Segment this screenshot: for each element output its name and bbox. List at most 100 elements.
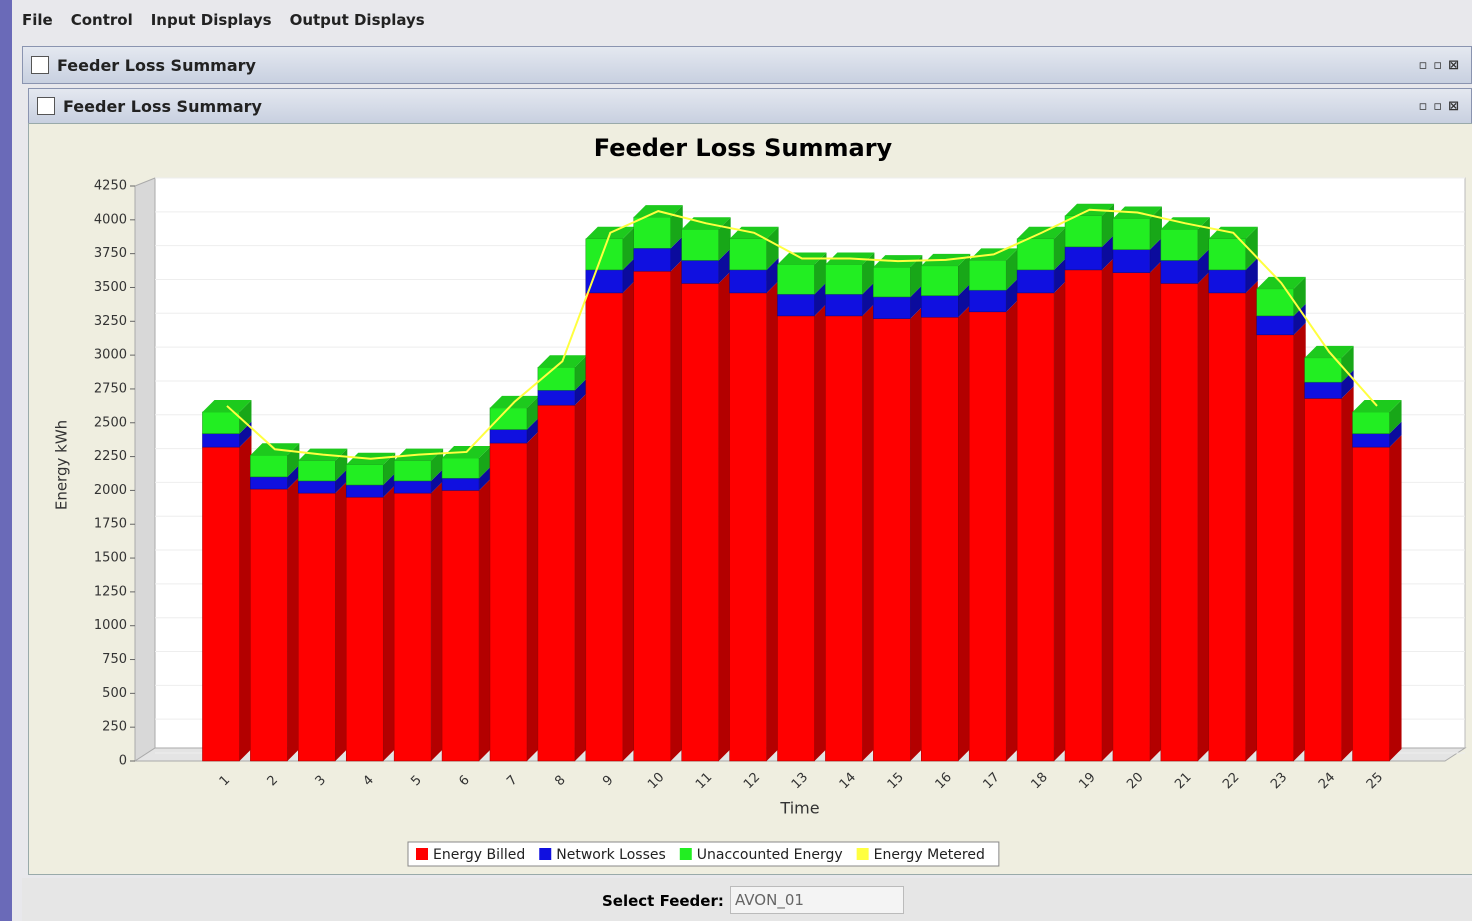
bar xyxy=(1064,246,1103,271)
bar xyxy=(441,477,480,491)
bar-side xyxy=(910,284,923,319)
x-tick-label: 23 xyxy=(1268,770,1290,792)
legend-label: Network Losses xyxy=(556,847,666,863)
bar-side xyxy=(335,481,348,761)
bar xyxy=(298,492,336,762)
bar-side xyxy=(431,468,444,494)
bar xyxy=(250,488,288,762)
bar-side xyxy=(766,257,779,293)
bar-side xyxy=(574,355,587,391)
window-controls[interactable]: ▫▫⊠ xyxy=(1418,57,1465,73)
x-tick-label: 3 xyxy=(313,773,329,789)
bar xyxy=(489,429,528,444)
bar-side xyxy=(1102,257,1115,761)
y-tick-label: 4250 xyxy=(94,179,127,194)
bar xyxy=(393,480,432,494)
bar xyxy=(681,229,719,261)
bar xyxy=(441,457,480,479)
footer: Select Feeder: AVON_01 xyxy=(22,878,1472,921)
legend-label: Unaccounted Energy xyxy=(697,847,843,863)
bar xyxy=(873,266,911,298)
x-tick-label: 15 xyxy=(885,770,907,792)
bar-side xyxy=(622,257,635,293)
bar xyxy=(968,260,1007,291)
bar-side xyxy=(526,395,539,430)
bar-side xyxy=(1341,345,1354,383)
bar-side xyxy=(335,468,348,494)
window-controls[interactable]: ▫▫⊠ xyxy=(1418,98,1465,114)
bar xyxy=(1304,381,1342,399)
bar-side xyxy=(1149,237,1162,273)
legend-swatch xyxy=(679,848,692,860)
bar-side xyxy=(958,253,971,296)
bar-side xyxy=(1389,421,1402,448)
bar xyxy=(250,476,288,490)
bar xyxy=(585,238,624,271)
menu-item[interactable]: File xyxy=(22,11,53,29)
window-title-bar: Feeder Loss Summary ▫▫⊠ xyxy=(22,46,1472,84)
menu-item[interactable]: Input Displays xyxy=(150,11,272,29)
bar-side xyxy=(814,303,827,761)
bar-side xyxy=(239,421,252,448)
bar xyxy=(202,446,240,762)
bar xyxy=(1112,272,1151,762)
bar-side xyxy=(383,473,396,498)
y-tick-label: 3500 xyxy=(94,280,127,295)
window-icon xyxy=(37,97,55,115)
y-tick-label: 500 xyxy=(102,686,127,701)
y-tick-label: 2500 xyxy=(94,415,127,430)
legend-box xyxy=(407,841,1000,867)
bar-side xyxy=(670,259,683,761)
menu-item[interactable]: Control xyxy=(70,11,133,29)
bar-side xyxy=(1102,203,1115,247)
menu-bar: File Control Input Displays Output Displays xyxy=(22,10,443,29)
bar xyxy=(633,247,671,272)
bar xyxy=(729,269,767,294)
x-tick-label: 11 xyxy=(693,770,715,792)
bar-side xyxy=(958,283,971,318)
y-tick-label: 1000 xyxy=(94,618,127,633)
bar-side xyxy=(622,226,635,270)
bar xyxy=(1016,269,1055,294)
y-tick-label: 2000 xyxy=(94,483,127,498)
x-tick-label: 9 xyxy=(600,773,616,789)
bar-side xyxy=(766,280,779,761)
legend-swatch xyxy=(539,848,552,860)
bar xyxy=(489,407,528,430)
bar-side xyxy=(1293,303,1306,335)
bar-side xyxy=(1006,278,1019,312)
bar-side xyxy=(1006,299,1019,761)
bar-side xyxy=(814,252,827,295)
bar-side xyxy=(1245,280,1258,761)
bar xyxy=(681,260,719,284)
bar-side xyxy=(910,255,923,297)
x-tick-label: 24 xyxy=(1316,770,1338,792)
x-tick-label: 19 xyxy=(1076,770,1098,792)
legend: Energy Billed Network Losses Unaccounted E… xyxy=(407,841,1000,867)
bar-side xyxy=(239,399,252,434)
bar-side xyxy=(479,466,492,491)
bar xyxy=(633,270,671,762)
y-tick-label: 750 xyxy=(102,652,127,667)
bar-side xyxy=(862,282,875,316)
bar xyxy=(489,442,528,762)
bar xyxy=(345,464,384,486)
bar-side xyxy=(862,252,875,295)
bar-side xyxy=(1245,257,1258,293)
legend-label: Energy Metered xyxy=(874,847,985,863)
window-icon xyxy=(31,56,49,74)
menu-item[interactable]: Output Displays xyxy=(289,11,425,29)
bar-side xyxy=(670,236,683,272)
bar-side xyxy=(766,226,779,270)
x-tick-label: 22 xyxy=(1220,770,1242,792)
bar-side xyxy=(1341,386,1354,761)
x-tick-label: 14 xyxy=(837,770,859,792)
bar-side xyxy=(526,417,539,444)
bar xyxy=(1160,283,1199,762)
bar xyxy=(1256,334,1294,762)
feeder-select[interactable]: AVON_01 xyxy=(730,886,904,914)
bar-side xyxy=(1245,226,1258,270)
bar xyxy=(298,480,336,494)
bar xyxy=(250,454,288,478)
